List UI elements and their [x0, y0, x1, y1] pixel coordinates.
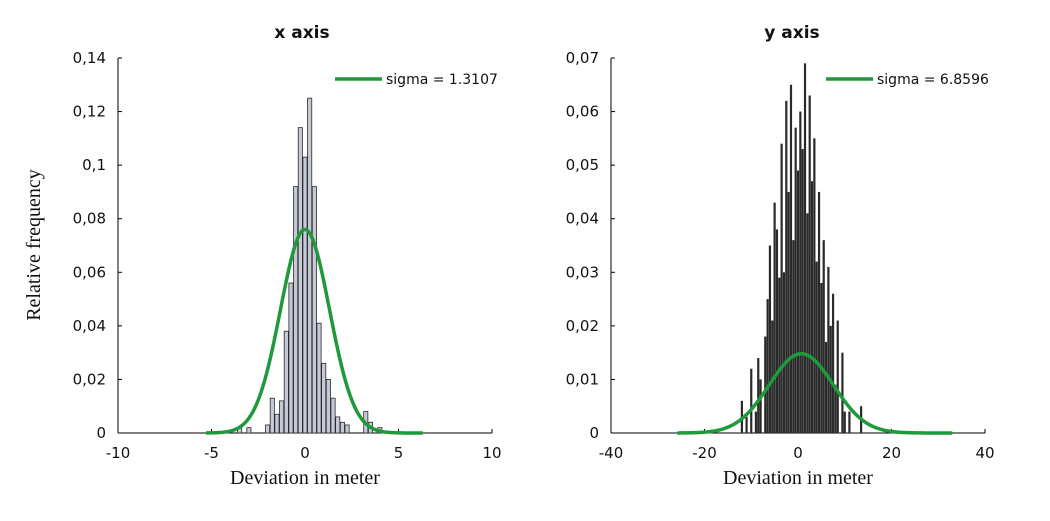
- y-tick-label: 0,01: [566, 370, 599, 388]
- legend-label: sigma = 1.3107: [386, 72, 498, 88]
- histogram-bar: [288, 282, 294, 434]
- histogram-bar: [787, 191, 790, 433]
- x-tick-label: 20: [882, 444, 901, 462]
- histogram-bar: [813, 138, 816, 434]
- y-tick-label: 0,04: [566, 210, 599, 228]
- histogram-bar: [321, 362, 327, 434]
- histogram-bar: [246, 427, 252, 434]
- histogram-bar: [841, 352, 844, 433]
- histogram-bar: [766, 299, 769, 433]
- histogram-bar: [754, 411, 758, 433]
- histogram-bar: [824, 341, 828, 433]
- histogram-bar: [806, 213, 809, 433]
- y-tick-label: 0,02: [73, 370, 106, 388]
- panel-x-axis: x axis 0 0,02 0,04 0,06 0,08 0,1 0,12 0,14 -10 -5 0…: [73, 23, 502, 489]
- y-tick-label: 0,06: [73, 263, 106, 281]
- y-axis-label: Relative frequency: [23, 169, 45, 321]
- y-tick-label: 0,08: [73, 210, 106, 228]
- histogram-bar: [827, 266, 830, 433]
- x-tick-label: -20: [692, 444, 717, 462]
- histogram-bar: [820, 283, 823, 433]
- histogram-bar: [789, 84, 793, 433]
- histogram-bar: [775, 229, 779, 433]
- histogram-bar: [817, 191, 821, 433]
- histogram-bar: [265, 424, 271, 434]
- histogram-bar: [822, 240, 825, 433]
- histogram-bar: [279, 400, 285, 434]
- x-axis-label: Deviation in meter: [723, 467, 873, 489]
- histogram-bar: [293, 186, 299, 434]
- histogram-bar: [316, 322, 322, 434]
- y-tick-label: 0,14: [73, 49, 106, 67]
- histogram-bar: [311, 186, 317, 434]
- histogram-bar: [848, 411, 851, 433]
- histogram-bar: [834, 384, 837, 433]
- x-axis-label: Deviation in meter: [230, 467, 380, 489]
- y-tick-label: 0: [589, 424, 599, 442]
- x-tick-label: -5: [204, 444, 219, 462]
- histogram-bar: [750, 368, 753, 433]
- chart-title: x axis: [274, 23, 329, 43]
- histogram-bar: [330, 397, 336, 434]
- histogram-bar: [339, 421, 345, 434]
- x-tick-label: 0: [300, 444, 310, 462]
- histogram-bar: [801, 149, 804, 433]
- y-tick-label: 0,03: [566, 263, 599, 281]
- histogram-bar: [810, 181, 814, 433]
- x-tick-label: 40: [975, 444, 994, 462]
- x-tick-label: 5: [394, 444, 404, 462]
- histogram-bar: [771, 320, 774, 433]
- histogram-bar: [773, 202, 776, 433]
- y-tick-label: 0,07: [566, 49, 599, 67]
- y-tick-label: 0,05: [566, 156, 599, 174]
- y-tick-label: 0,02: [566, 317, 599, 335]
- histogram-bar: [780, 143, 783, 433]
- histogram-bar: [325, 379, 331, 434]
- histogram-bar: [794, 127, 797, 433]
- normal-fit-curve: [205, 227, 424, 435]
- histogram-bar: [831, 293, 835, 433]
- histogram-bar: [808, 95, 811, 433]
- histogram-bar: [344, 424, 350, 434]
- histogram-bar: [778, 277, 781, 433]
- histogram-bar: [782, 272, 786, 433]
- histogram-bar: [836, 320, 839, 433]
- histogram-bar: [269, 397, 275, 434]
- y-tick-label: 0,1: [82, 156, 106, 174]
- y-tick-label: 0,12: [73, 103, 106, 121]
- histogram-bar: [757, 358, 760, 433]
- x-tick-label: 0: [793, 444, 803, 462]
- histogram-bar: [843, 411, 846, 433]
- histogram-bar: [302, 156, 308, 434]
- y-tick-label: 0: [96, 424, 106, 442]
- histogram-bar: [307, 97, 313, 434]
- normal-fit-curve: [677, 351, 953, 435]
- histogram-bar: [745, 416, 748, 433]
- x-tick-label: -40: [599, 444, 624, 462]
- histogram-bar: [815, 261, 818, 433]
- histogram-bar: [803, 63, 807, 434]
- histogram-bar: [785, 100, 788, 434]
- histogram-bar: [297, 127, 303, 434]
- histogram-bar: [335, 416, 341, 434]
- histogram-bar: [759, 379, 762, 433]
- histogram-bar: [768, 245, 772, 433]
- legend-label: sigma = 6.8596: [877, 72, 989, 88]
- panel-y-axis: y axis 0 0,01 0,02 0,03 0,04 0,05 0,06 0,07 -40 -2…: [566, 23, 995, 489]
- x-tick-label: -10: [106, 444, 131, 462]
- histogram-bar: [283, 330, 289, 434]
- histogram-bar: [796, 170, 800, 433]
- y-tick-label: 0,04: [73, 317, 106, 335]
- x-tick-label: 10: [482, 444, 501, 462]
- histogram-bar: [792, 240, 795, 433]
- y-tick-label: 0,06: [566, 103, 599, 121]
- chart-title: y axis: [764, 23, 819, 43]
- histogram-bar: [799, 111, 802, 433]
- histogram-bar: [764, 336, 767, 433]
- histogram-bar: [274, 413, 280, 434]
